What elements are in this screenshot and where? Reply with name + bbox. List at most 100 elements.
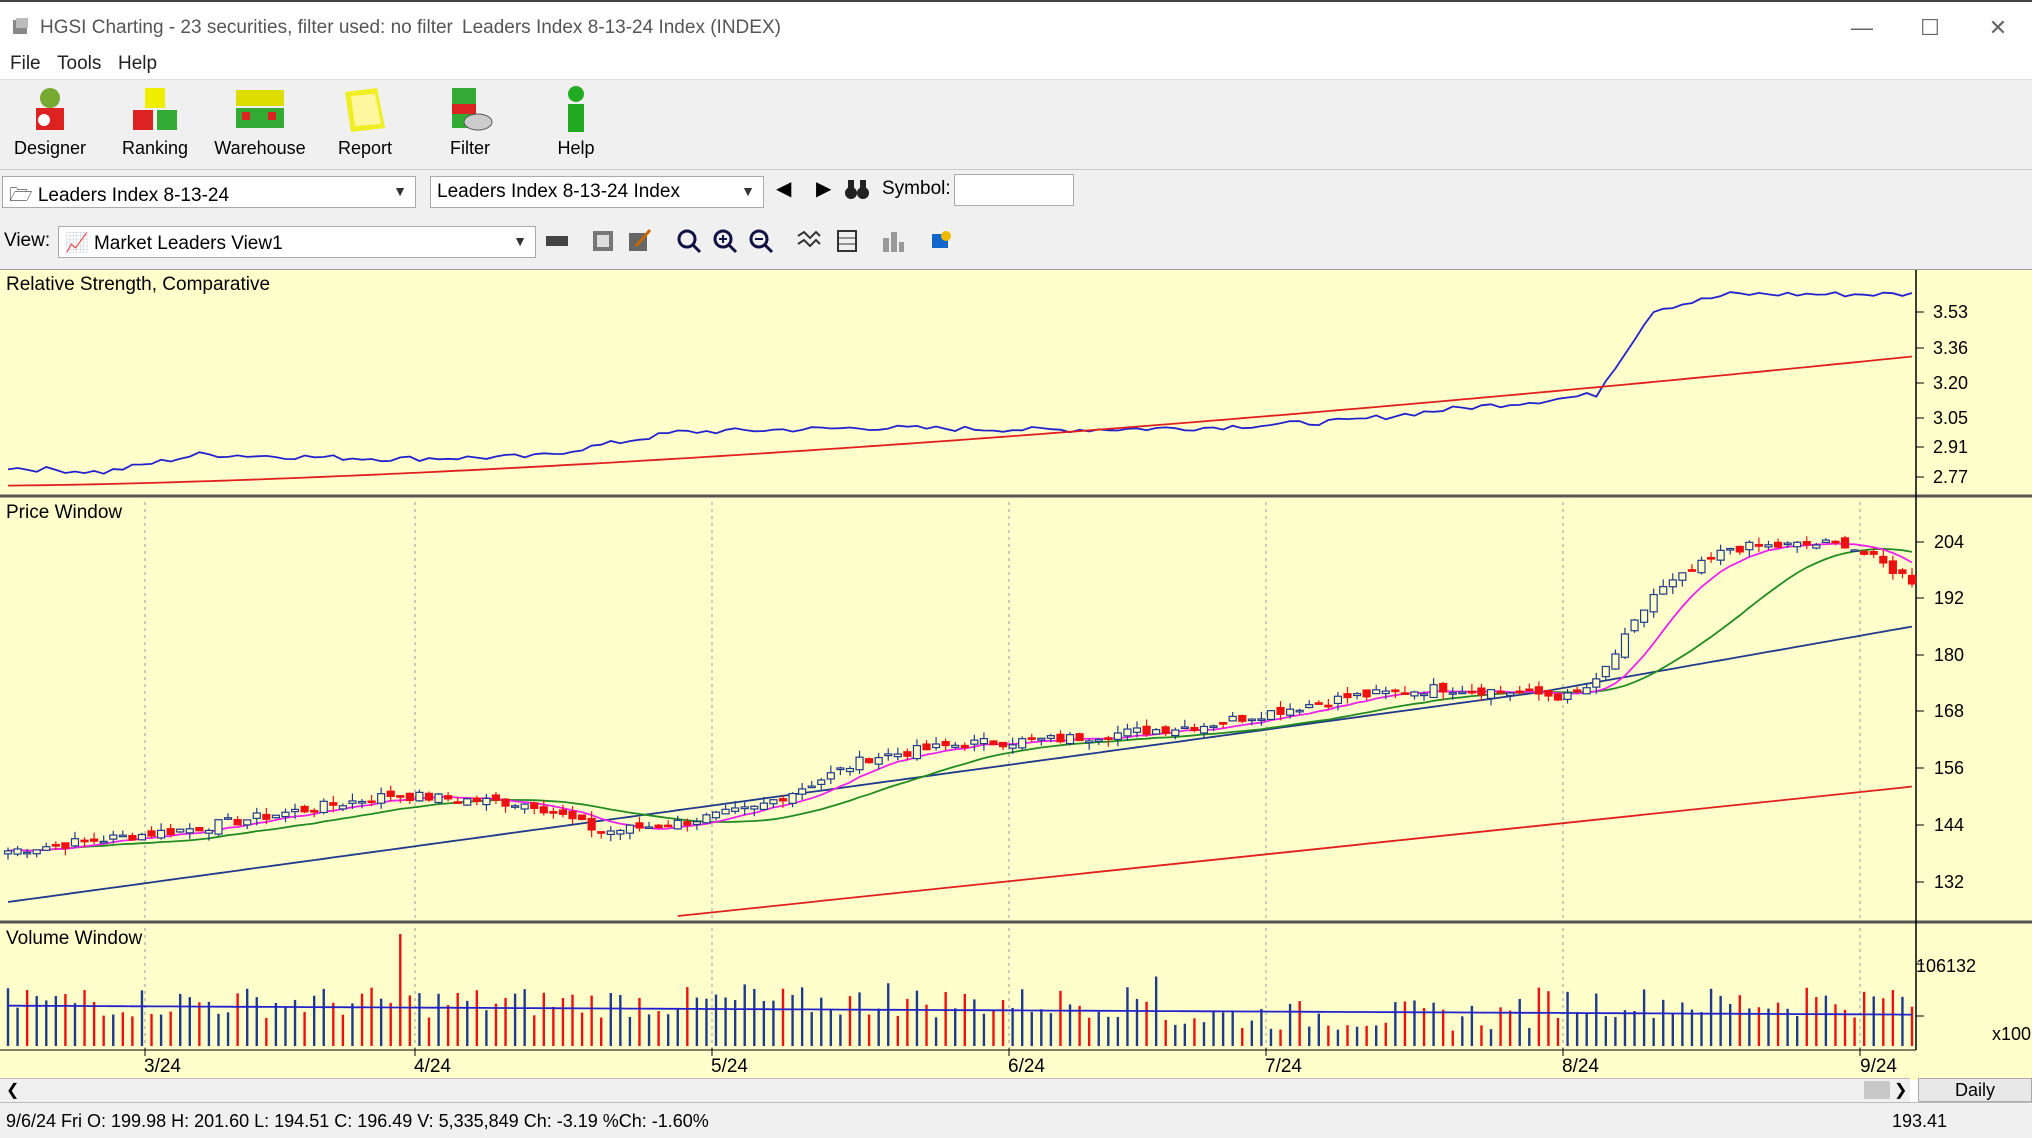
candle-body (357, 800, 367, 804)
price-tick: 132 (1934, 872, 1965, 892)
scroll-left-icon[interactable]: ❮ (6, 1082, 20, 1099)
report-button[interactable]: Report (317, 84, 413, 166)
list-select-value: Leaders Index 8-13-24 (37, 185, 230, 206)
candle-body (1419, 693, 1429, 697)
candle-body (109, 834, 118, 840)
candle-body (415, 791, 424, 802)
symbol-input[interactable] (954, 174, 1074, 206)
menu-help[interactable]: Help (118, 53, 158, 74)
zoom-out-icon[interactable] (748, 228, 774, 254)
minimize-icon[interactable]: — (1851, 15, 1873, 40)
candle-body (1190, 726, 1199, 731)
chart-svg[interactable] (0, 270, 2032, 1078)
candle-body (1113, 732, 1122, 740)
candle-body (1496, 690, 1505, 694)
maximize-icon[interactable]: ☐ (1920, 15, 1940, 40)
price-tick: 156 (1934, 758, 1965, 778)
scroll-right-icon[interactable]: ❯ (1894, 1082, 1908, 1099)
candle-body (3, 850, 13, 855)
close-icon[interactable]: ✕ (1988, 15, 2008, 40)
candle-body (1075, 733, 1084, 742)
candle-body (1860, 550, 1869, 555)
candle-body (1620, 633, 1630, 658)
candle-body (195, 827, 204, 832)
security-select[interactable]: Leaders Index 8-13-24 Index ▼ (430, 176, 764, 208)
rs-average-line (7, 355, 1913, 487)
ranking-button[interactable]: Ranking (107, 84, 203, 166)
candle-body (549, 811, 558, 814)
report-icon (345, 88, 385, 132)
candle-body (1285, 708, 1295, 716)
candle-body (1678, 572, 1687, 581)
candle-body (874, 757, 883, 765)
candle-body (482, 797, 491, 806)
ma-20-line (7, 547, 1913, 852)
candle-body (1687, 569, 1697, 572)
grid-icon[interactable] (834, 228, 860, 254)
candle-body (960, 744, 969, 749)
warehouse-icon (236, 90, 284, 128)
candle-body (1085, 740, 1094, 744)
candle-body (300, 805, 309, 813)
menu-file[interactable]: File (10, 53, 41, 74)
candle-body (1362, 689, 1371, 698)
list-select[interactable]: 🗁 Leaders Index 8-13-24 ▼ (2, 176, 416, 208)
candle-body (1659, 586, 1668, 595)
candle-body (1314, 702, 1323, 705)
view-edit-icon[interactable] (544, 228, 570, 254)
candle-body (1716, 549, 1725, 561)
period-button[interactable]: Daily (1918, 1078, 2032, 1102)
candle-body (1611, 653, 1620, 670)
menu-tools[interactable]: Tools (57, 53, 102, 74)
candle-body (472, 797, 481, 803)
zoom-in-icon[interactable] (712, 228, 738, 254)
candle-body (1448, 692, 1457, 695)
candle-body (1592, 678, 1601, 688)
candle-body (1104, 737, 1113, 740)
candle-body (1381, 690, 1390, 695)
candle-body (1094, 738, 1103, 742)
filter-button[interactable]: Filter (422, 84, 518, 166)
main-toolbar: Designer Ranking Warehouse Report Filter… (0, 80, 2032, 170)
candle-body (1276, 706, 1285, 715)
binoculars-icon[interactable] (844, 178, 870, 202)
help-button[interactable]: Help (528, 84, 624, 166)
prev-arrow-icon[interactable]: ◀ (776, 178, 792, 200)
bar-chart-icon[interactable] (880, 228, 906, 254)
zoom-icon[interactable] (676, 228, 702, 254)
rs-tick: 2.77 (1933, 467, 1969, 487)
candle-body (51, 843, 60, 847)
candle-body (137, 833, 147, 841)
view-select-value: Market Leaders View1 (93, 233, 283, 254)
help-icon (568, 86, 584, 132)
properties-icon[interactable] (590, 228, 616, 254)
volume-average-line (8, 1004, 1912, 1016)
candle-body (1697, 559, 1706, 574)
candle-body (1907, 574, 1917, 585)
view-select[interactable]: 📈 Market Leaders View1 ▼ (58, 226, 536, 258)
designer-button[interactable]: Designer (2, 84, 98, 166)
wave-icon[interactable] (796, 228, 822, 254)
refresh-icon[interactable] (928, 228, 954, 254)
horizontal-scrollbar[interactable]: ❮ ❯ (0, 1078, 1910, 1102)
candle-body (147, 830, 156, 837)
candle-body (80, 839, 89, 843)
candle-body (1640, 609, 1649, 623)
ma-10-line (7, 542, 1913, 852)
candle-body (1180, 726, 1189, 730)
candle-body (1534, 686, 1543, 695)
warehouse-label: Warehouse (214, 138, 306, 158)
warehouse-button[interactable]: Warehouse (212, 84, 308, 166)
price-pane-title: Price Window (6, 502, 123, 523)
candle-body (1123, 728, 1132, 737)
edit-icon[interactable] (626, 228, 652, 254)
candle-body (128, 834, 137, 841)
candle-body (444, 795, 453, 800)
next-arrow-icon[interactable]: ▶ (816, 178, 832, 200)
scroll-thumb[interactable] (1864, 1081, 1890, 1099)
candle-body (13, 848, 22, 855)
candle-body (1869, 551, 1878, 555)
candle-body (1745, 541, 1754, 551)
quote-status: 9/6/24 Fri O: 199.98 H: 201.60 L: 194.51… (6, 1111, 709, 1131)
app-icon (13, 18, 28, 34)
